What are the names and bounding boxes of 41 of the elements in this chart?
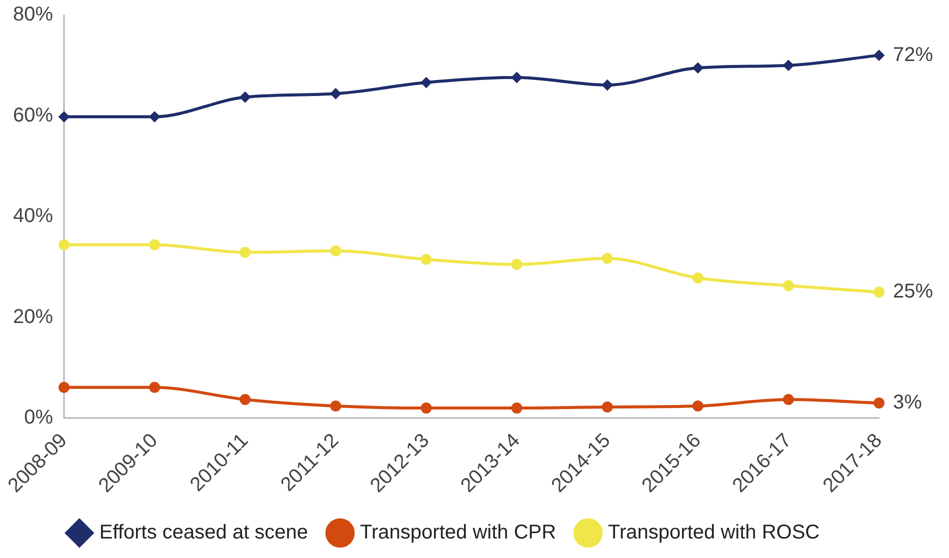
point xyxy=(149,382,160,393)
point xyxy=(602,80,613,91)
y-tick-label: 80% xyxy=(13,4,54,26)
point xyxy=(149,239,160,250)
point xyxy=(149,111,160,122)
legend-label: Transported with ROSC xyxy=(608,522,820,544)
point xyxy=(692,62,704,74)
point xyxy=(240,394,251,405)
point xyxy=(58,111,70,122)
y-tick-label: 0% xyxy=(24,406,54,429)
point xyxy=(330,245,342,256)
point xyxy=(874,50,884,61)
annotation: 72% xyxy=(893,44,934,66)
point xyxy=(511,258,522,270)
point xyxy=(240,92,251,103)
point xyxy=(420,77,432,88)
annotation: 25% xyxy=(893,280,934,303)
point xyxy=(511,72,522,83)
legend-label: Transported with CPR xyxy=(360,522,556,544)
point xyxy=(420,402,432,414)
legend-label: Efforts ceased at scene xyxy=(99,522,308,544)
point xyxy=(782,280,794,292)
point xyxy=(330,88,342,100)
point xyxy=(692,272,704,284)
point xyxy=(58,239,70,250)
point xyxy=(330,400,342,412)
y-tick-label: 40% xyxy=(13,205,54,228)
point xyxy=(511,402,522,414)
point xyxy=(874,286,884,298)
y-tick-label: 20% xyxy=(13,306,54,328)
point xyxy=(240,246,251,258)
point xyxy=(58,382,70,393)
point xyxy=(420,254,432,265)
point xyxy=(602,252,613,264)
point xyxy=(874,398,884,409)
y-tick-label: 60% xyxy=(13,104,54,126)
annotation: 3% xyxy=(893,392,922,414)
point xyxy=(602,402,613,413)
point xyxy=(782,394,794,405)
point xyxy=(782,60,794,71)
point xyxy=(692,400,704,412)
